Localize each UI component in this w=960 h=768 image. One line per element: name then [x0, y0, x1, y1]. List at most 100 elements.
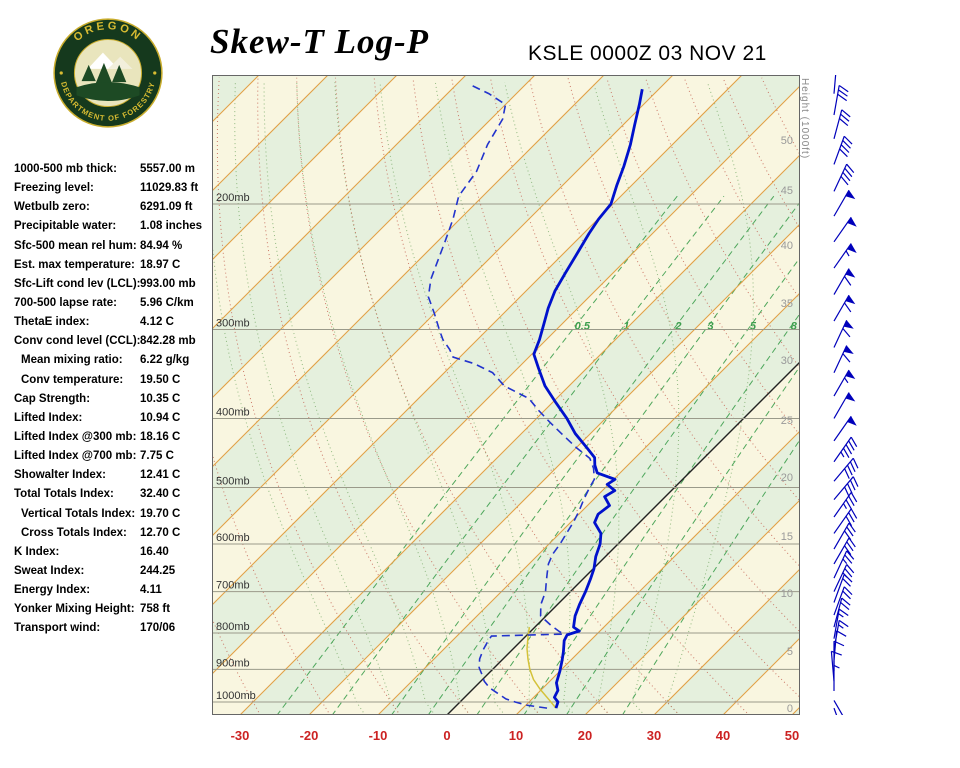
wind-barb	[833, 508, 858, 534]
index-value: 10.35 C	[140, 392, 181, 405]
index-value: 5.96 C/km	[140, 296, 194, 309]
index-value: 758 ft	[140, 603, 171, 616]
index-row: Precipitable water: 1.08 inches	[14, 220, 219, 239]
height-tick-label: 20	[781, 472, 793, 484]
wind-barb	[833, 189, 856, 217]
index-row: Wetbulb zero: 6291.09 ft	[14, 201, 219, 220]
skewt-plot-svg: 0.5 1 2 3 5 8200mb300mb400mb500mb600mb700mb80…	[212, 75, 800, 715]
mixing-ratio-label: 3	[707, 320, 713, 332]
wind-barb	[833, 492, 858, 518]
index-value: 10.94 C	[140, 411, 181, 424]
index-row: K Index: 16.40	[14, 546, 219, 565]
wind-barb	[833, 457, 859, 482]
wind-barb	[833, 550, 855, 579]
wind-barb	[833, 537, 856, 565]
index-label: Conv cond level (CCL):	[14, 335, 141, 348]
temperature-tick-label: 10	[508, 728, 524, 743]
pressure-level-label: 400mb	[216, 406, 250, 418]
index-row: ThetaE index: 4.12 C	[14, 316, 219, 335]
mixing-ratio-label: 1	[623, 320, 629, 332]
index-value: 842.28 mb	[140, 335, 196, 348]
index-value: 12.41 C	[140, 469, 181, 482]
parcel-trace	[526, 626, 557, 709]
index-label: Lifted Index:	[14, 411, 83, 424]
wind-barb	[833, 630, 847, 661]
index-value: 1.08 inches	[140, 220, 203, 233]
index-row: Cap Strength: 10.35 C	[14, 393, 219, 412]
index-value: 5557.00 m	[140, 163, 195, 175]
pressure-level-label: 700mb	[216, 580, 250, 592]
temperature-tick-label: 0	[443, 728, 451, 743]
height-tick-label: 10	[781, 588, 793, 600]
height-tick-label: 35	[781, 298, 793, 310]
height-tick-label: 40	[781, 240, 793, 252]
index-label: Total Totals Index:	[14, 488, 114, 501]
index-label: Lifted Index @700 mb:	[14, 450, 137, 463]
wind-barb	[833, 608, 849, 639]
index-row: Transport wind: 170/06	[14, 622, 219, 641]
wind-barb	[830, 650, 842, 682]
logo-forest-scene	[59, 52, 157, 101]
index-value: 11029.83 ft	[140, 182, 199, 195]
index-row: Sweat Index: 244.25	[14, 565, 219, 584]
mixing-ratio-label: 2	[674, 320, 681, 332]
height-tick-label: 25	[781, 415, 793, 427]
wind-barb	[833, 75, 837, 94]
temperature-axis: -30 -20 -10 0 10 20 30 40 50	[212, 728, 800, 748]
index-row: 700-500 lapse rate: 5.96 C/km	[14, 297, 219, 316]
wind-barb	[833, 320, 854, 348]
wind-barb	[833, 619, 849, 650]
wind-barb	[833, 345, 854, 373]
wind-barb	[833, 700, 844, 715]
height-tick-label: 45	[781, 185, 793, 197]
pressure-level-label: 1000mb	[216, 690, 256, 702]
index-value: 6291.09 ft	[140, 201, 193, 214]
wind-barb	[833, 707, 838, 715]
odf-logo: OREGON DEPARTMENT OF FORESTRY	[53, 18, 163, 128]
index-label: Sfc-Lift cond lev (LCL):	[14, 277, 141, 290]
page-title: Skew-T Log-P	[210, 22, 430, 61]
skewt-chart: 0.5 1 2 3 5 8 200mb 300mb 400mb 500mb 600mb 700mb 80…	[212, 75, 800, 715]
wind-barb-column	[830, 75, 859, 715]
wind-barb	[833, 436, 858, 463]
index-label: Cross Totals Index:	[21, 526, 127, 539]
index-label: Wetbulb zero:	[14, 201, 90, 214]
index-value: 84.94 %	[140, 239, 183, 252]
index-label: Showalter Index:	[14, 469, 107, 482]
index-row: Lifted Index @700 mb: 7.75 C	[14, 450, 219, 469]
index-label: Transport wind:	[14, 622, 101, 635]
temperature-tick-label: -10	[368, 728, 388, 743]
temperature-trace	[532, 88, 644, 709]
indices-panel: 1000-500 mb thick: 5557.00 m Freezing leve…	[14, 163, 219, 642]
index-label: Lifted Index @300 mb:	[14, 430, 137, 443]
height-axis-label: Height (1000ft)	[799, 78, 810, 160]
index-row: Vertical Totals Index: 19.70 C	[14, 508, 219, 527]
index-label: Cap Strength:	[14, 392, 91, 405]
index-row: Freezing level: 11029.83 ft	[14, 182, 219, 201]
temperature-tick-label: -20	[299, 728, 319, 743]
index-label: Conv temperature:	[21, 373, 124, 386]
temperature-tick-label: 50	[784, 728, 800, 743]
wind-barb	[833, 243, 857, 269]
index-row: Total Totals Index: 32.40 C	[14, 488, 219, 507]
station-id: KSLE 0000Z 03 NOV 21	[528, 42, 767, 65]
index-label: Mean mixing ratio:	[21, 354, 123, 367]
index-row: Cross Totals Index: 12.70 C	[14, 527, 219, 546]
pressure-level-label: 300mb	[216, 317, 250, 329]
index-value: 18.97 C	[140, 258, 181, 271]
wind-barb	[833, 415, 857, 442]
index-value: 16.40	[140, 545, 169, 558]
wind-barb	[833, 476, 859, 501]
index-label: Energy Index:	[14, 584, 91, 597]
index-label: Yonker Mixing Height:	[14, 603, 135, 616]
chart-layers: 0.5 1 2 3 5 8200mb300mb400mb500mb600mb700mb80…	[212, 75, 800, 715]
wind-barb	[833, 564, 855, 592]
index-row: 1000-500 mb thick: 5557.00 m	[14, 163, 219, 182]
index-value: 4.12 C	[140, 316, 174, 329]
index-label: Freezing level:	[14, 182, 94, 195]
index-row: Conv cond level (CCL): 842.28 mb	[14, 335, 219, 354]
index-value: 12.70 C	[140, 526, 181, 539]
index-value: 170/06	[140, 622, 176, 635]
wind-barb	[833, 586, 853, 616]
